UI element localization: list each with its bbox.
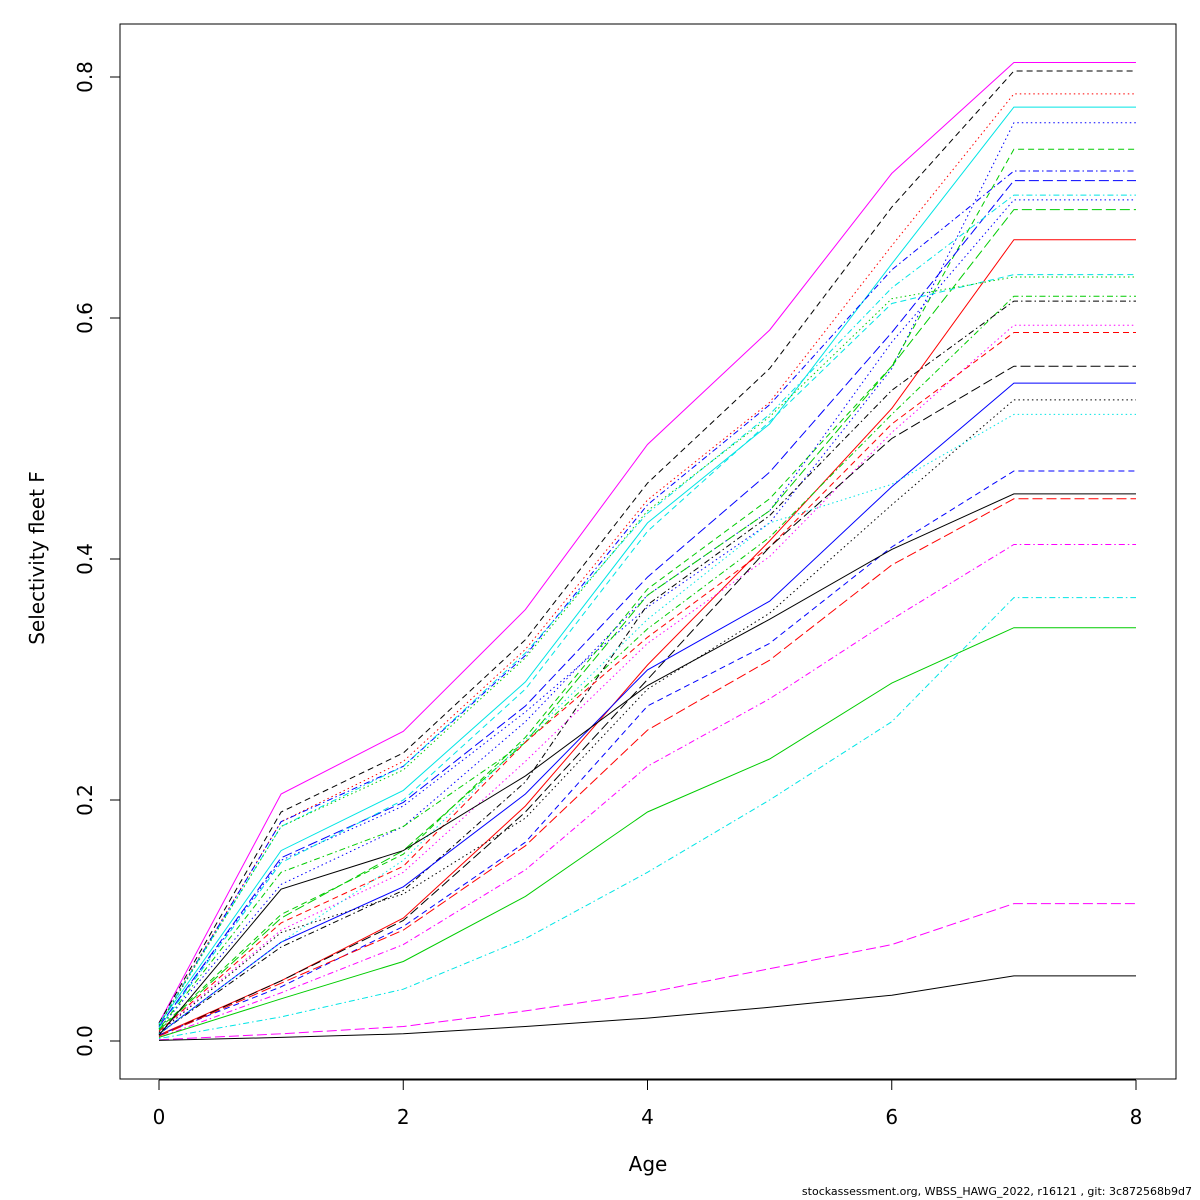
series-line-13	[158, 274, 1136, 1028]
y-tick-label: 0.6	[73, 302, 97, 334]
x-axis: 0 2 4 6 8	[153, 1079, 1143, 1129]
series-line-6	[158, 148, 1136, 1030]
x-tick-label: 4	[641, 1105, 654, 1129]
series-line-20	[158, 382, 1136, 1035]
y-tick-label: 0.8	[73, 61, 97, 93]
series-line-11	[158, 209, 1136, 1031]
y-axis: 0.0 0.2 0.4 0.6 0.8	[73, 61, 121, 1057]
x-axis-title: Age	[629, 1152, 668, 1176]
series-line-1	[158, 62, 1136, 1024]
y-tick-label: 0.2	[73, 784, 97, 816]
x-tick-label: 2	[397, 1105, 410, 1129]
series-line-2	[158, 70, 1136, 1024]
series-line-30	[158, 975, 1136, 1041]
series-line-25	[158, 498, 1136, 1037]
series-line-3	[158, 93, 1136, 1025]
series-line-19	[158, 365, 1136, 1037]
footer-credit: stockassessment.org, WBSS_HAWG_2022, r16…	[801, 1185, 1192, 1198]
series-line-14	[158, 276, 1136, 1026]
series-line-28	[158, 627, 1136, 1038]
series-line-16	[158, 300, 1136, 1035]
series-line-23	[158, 470, 1136, 1036]
x-tick-label: 8	[1130, 1105, 1143, 1129]
series-line-21	[158, 399, 1136, 1033]
series-line-27	[158, 597, 1136, 1040]
series-line-24	[158, 493, 1136, 1036]
x-tick-label: 0	[153, 1105, 166, 1129]
series-line-5	[158, 122, 1136, 1027]
y-tick-label: 0.0	[73, 1025, 97, 1057]
series-line-12	[158, 239, 1136, 1036]
series-layer	[158, 62, 1136, 1041]
series-line-4	[158, 106, 1136, 1025]
series-line-18	[158, 332, 1136, 1032]
series-line-15	[158, 295, 1136, 1030]
series-line-7	[158, 170, 1136, 1026]
series-line-10	[158, 199, 1136, 1030]
series-line-17	[158, 324, 1136, 1032]
x-tick-label: 6	[885, 1105, 898, 1129]
series-line-29	[158, 903, 1136, 1041]
series-line-22	[158, 413, 1136, 1035]
series-line-26	[158, 544, 1136, 1038]
series-line-9	[158, 194, 1136, 1025]
y-axis-title: Selectivity fleet F	[25, 471, 49, 645]
y-tick-label: 0.4	[73, 543, 97, 575]
series-line-8	[158, 180, 1136, 1027]
